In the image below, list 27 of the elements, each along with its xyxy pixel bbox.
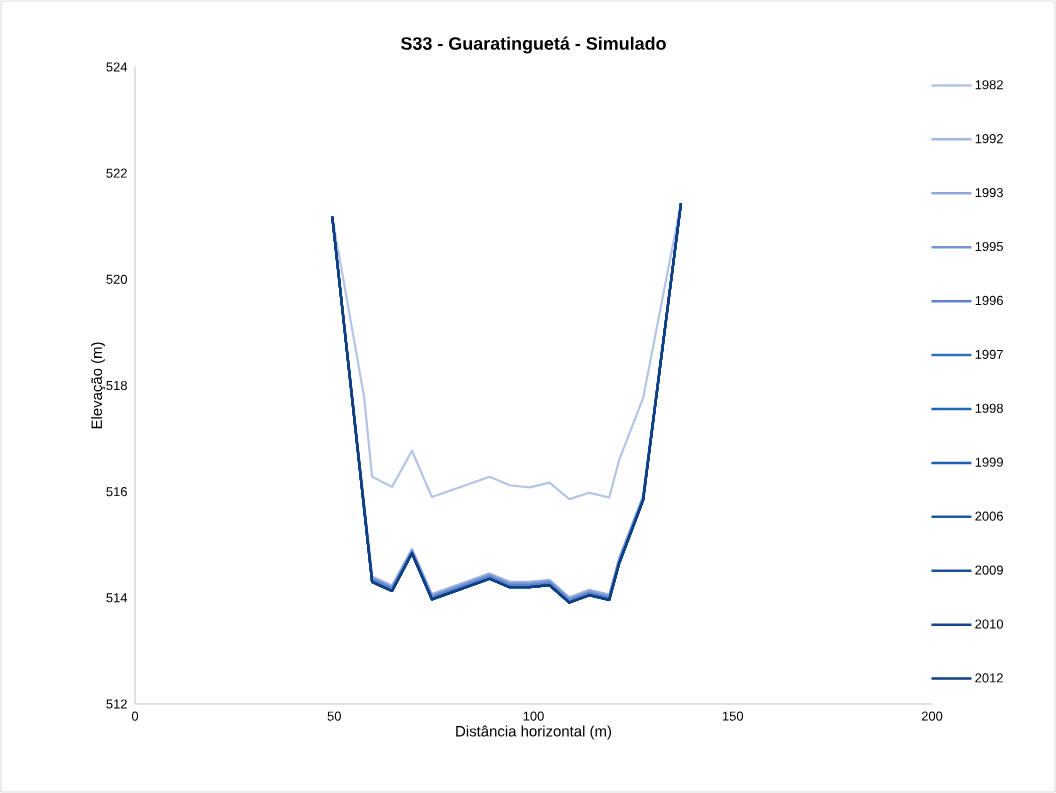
y-tick-label: 524 [106, 62, 128, 72]
y-axis-title: Elevação (m) [91, 342, 106, 429]
x-tick-label: 50 [327, 711, 341, 721]
y-tick-label: 518 [106, 380, 127, 391]
legend-label: 1998 [975, 403, 1003, 413]
legend-label: 1992 [975, 134, 1003, 144]
legend-label: 1993 [975, 188, 1003, 198]
y-tick-label: 522 [106, 168, 127, 178]
legend-label: 1996 [975, 295, 1003, 306]
legend-label: 2009 [975, 565, 1003, 575]
legend-label: 2010 [975, 619, 1004, 629]
x-tick-label: 150 [722, 711, 744, 721]
legend-label: 2006 [975, 511, 1003, 521]
legend-label: 1997 [975, 349, 1003, 359]
x-axis-title: Distância horizontal (m) [456, 725, 612, 740]
legend-label: 2012 [975, 673, 1003, 683]
x-tick-label: 0 [131, 711, 139, 721]
x-tick-label: 200 [921, 711, 943, 721]
y-tick-label: 514 [106, 593, 128, 603]
legend-label: 1995 [975, 241, 1003, 252]
chart-title: S33 - Guaratinguetá - Simulado [401, 36, 666, 54]
x-tick-label: 100 [523, 711, 544, 721]
y-tick-label: 512 [106, 699, 127, 709]
legend-label: 1982 [975, 80, 1003, 90]
y-tick-label: 516 [106, 487, 127, 497]
y-tick-label: 520 [106, 274, 127, 284]
legend-label: 1999 [975, 457, 1003, 467]
